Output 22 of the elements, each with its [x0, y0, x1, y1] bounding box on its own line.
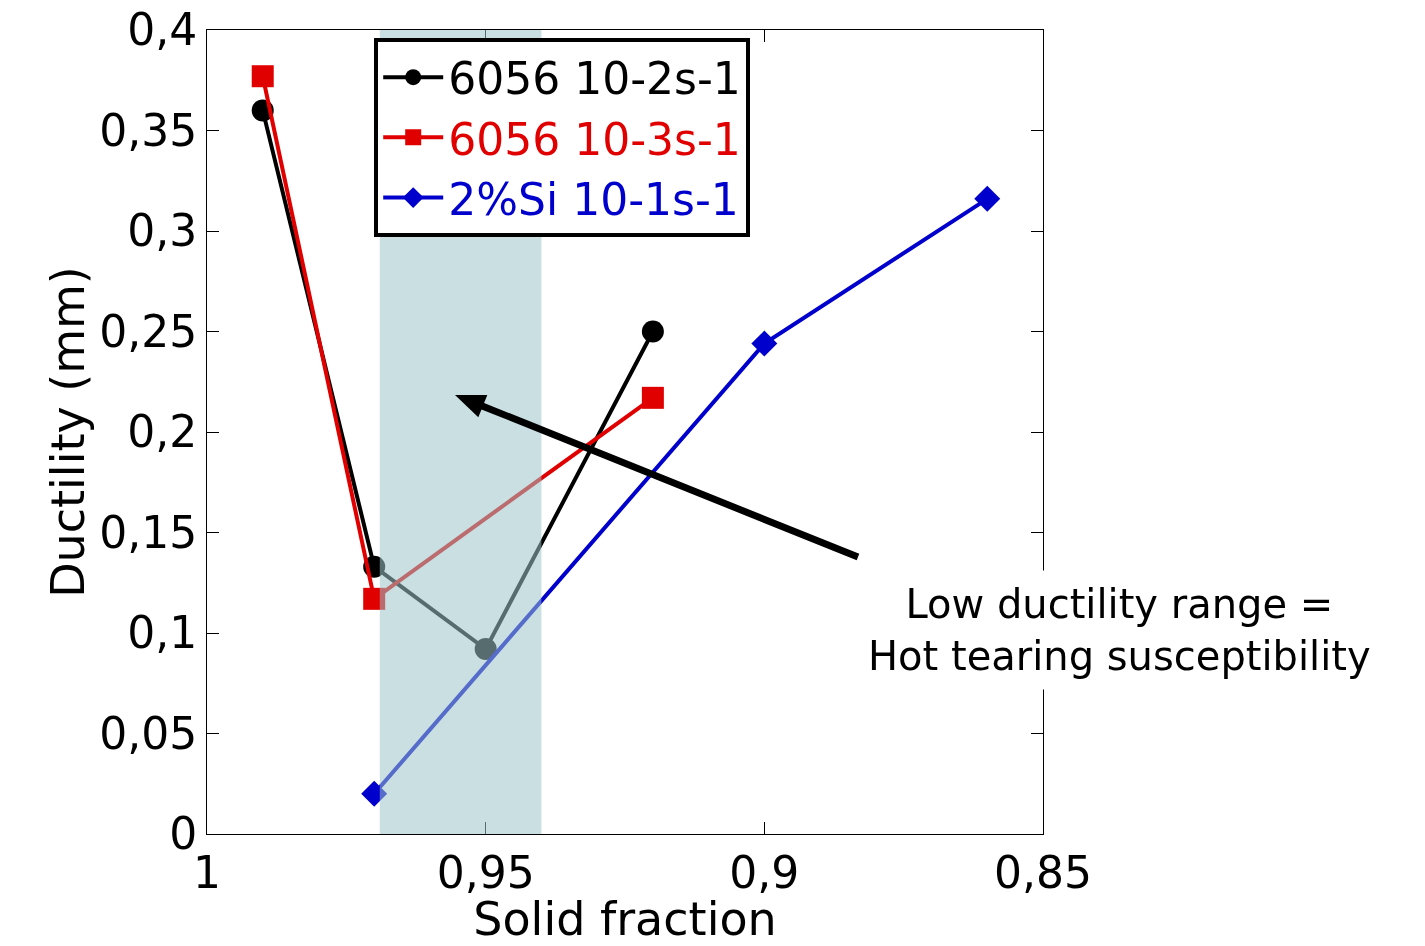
- point: [361, 780, 388, 807]
- y-axis-title: Ductility (mm): [40, 266, 95, 598]
- point: [641, 320, 664, 343]
- point: [474, 638, 497, 661]
- legend-label: 6056 10-3s-1: [448, 113, 741, 165]
- point: [751, 330, 778, 357]
- annotation: Low ductility range = Hot tearing susceptibility: [868, 581, 1371, 679]
- y-tick-label: 0,2: [127, 406, 198, 458]
- point: [641, 386, 664, 409]
- legend-label: 2%Si 10-1s-1: [448, 173, 739, 225]
- y-tick-label: 0,05: [99, 707, 198, 759]
- legend-label: 6056 10-2s-1: [448, 53, 741, 105]
- x-tick-label: 0,85: [994, 846, 1092, 898]
- y-tick-label: 0,3: [127, 205, 198, 257]
- point: [974, 185, 1001, 212]
- y-tick-label: 0,35: [99, 104, 198, 156]
- y-tick-label: 0,25: [99, 305, 198, 357]
- point: [251, 65, 274, 88]
- y-tick-label: 0,4: [127, 4, 198, 56]
- y-tick-label: 0,15: [99, 506, 198, 558]
- point: [363, 587, 386, 610]
- y-tick-label: 0,1: [127, 607, 198, 659]
